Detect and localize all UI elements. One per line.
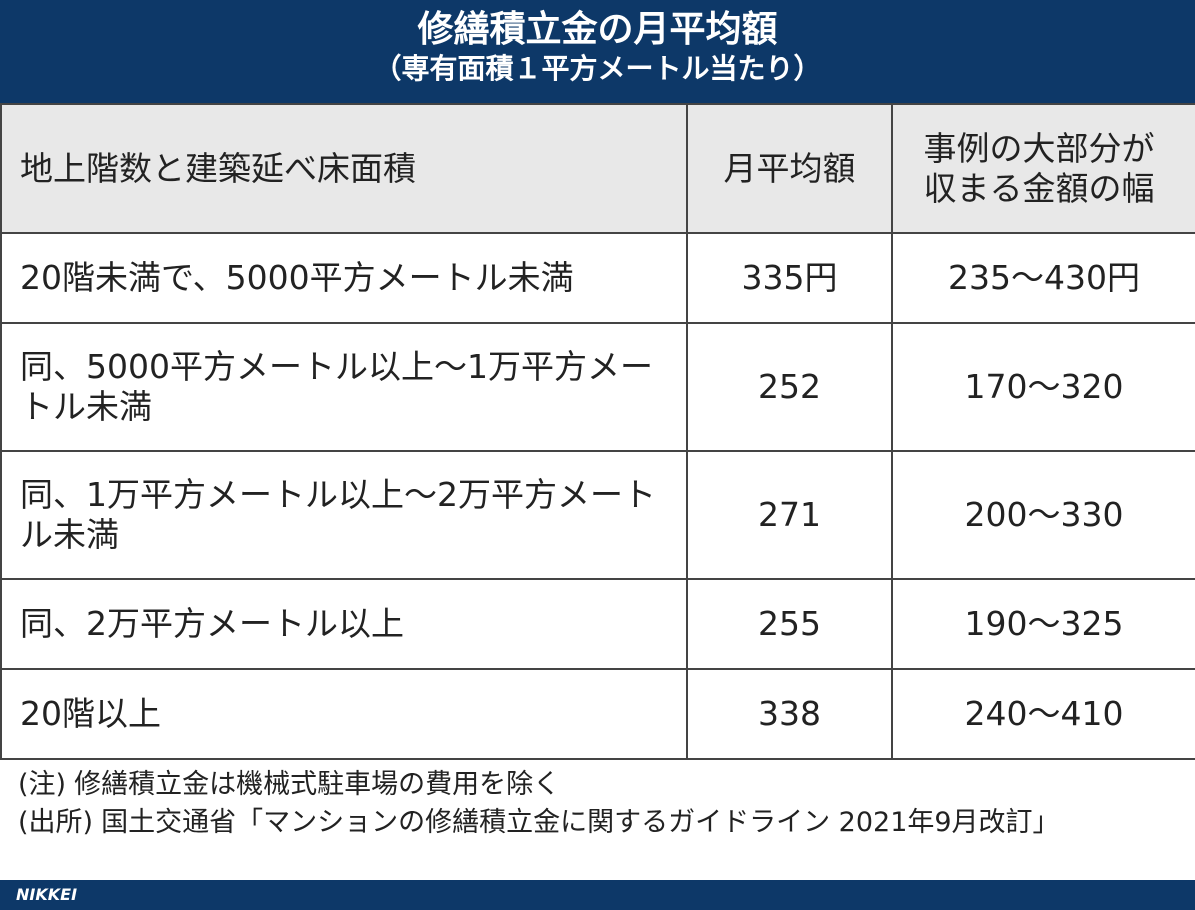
column-header-text: 月平均額 (723, 148, 856, 188)
header-row: 地上階数と建築延べ床面積 月平均額 事例の大部分が収まる金額の幅 (0, 103, 1195, 234)
table-cell: 252 (686, 322, 893, 452)
note-label: (出所) (18, 807, 94, 838)
column-header: 地上階数と建築延べ床面積 (0, 103, 688, 234)
table-cell: 190～325 (891, 578, 1195, 670)
footer: NIKKEI (0, 880, 1195, 910)
table-row: 同、5000平方メートル以上～1万平方メートル未満 252 170～320 (0, 322, 1195, 452)
note-text: 修繕積立金は機械式駐車場の費用を除く (74, 769, 561, 800)
table-cell: 同、5000平方メートル以上～1万平方メートル未満 (0, 322, 688, 452)
table-row: 20階以上 338 240～410 (0, 668, 1195, 760)
table-cell: 338 (686, 668, 893, 760)
header: 修繕積立金の月平均額 （専有面積１平方メートル当たり） (0, 0, 1195, 103)
column-header-text: 地上階数と建築延べ床面積 (20, 148, 416, 188)
column-header: 月平均額 (686, 103, 893, 234)
notes: (注) 修繕積立金は機械式駐車場の費用を除く (出所) 国土交通省「マンションの修繕積… (18, 766, 1183, 842)
title: 修繕積立金の月平均額 (417, 9, 778, 50)
table-row: 20階未満で、5000平方メートル未満 335円 235～430円 (0, 232, 1195, 324)
table-cell: 200～330 (891, 450, 1195, 580)
note-label: (注) (18, 769, 67, 800)
table-cell: 255 (686, 578, 893, 670)
table: 地上階数と建築延べ床面積 月平均額 事例の大部分が収まる金額の幅 20階未満で、500… (0, 103, 1195, 760)
table-cell: 20階未満で、5000平方メートル未満 (0, 232, 688, 324)
table-row: 同、1万平方メートル以上～2万平方メートル未満 271 200～330 (0, 450, 1195, 580)
note-text: 国土交通省「マンションの修繕積立金に関するガイドライン 2021年9月改訂」 (101, 807, 1060, 838)
table-cell: 335円 (686, 232, 893, 324)
table-cell: 271 (686, 450, 893, 580)
table-cell: 同、1万平方メートル以上～2万平方メートル未満 (0, 450, 688, 580)
table-cell: 20階以上 (0, 668, 688, 760)
column-header: 事例の大部分が収まる金額の幅 (891, 103, 1195, 234)
note: (注) 修繕積立金は機械式駐車場の費用を除く (18, 766, 1183, 804)
table-cell: 170～320 (891, 322, 1195, 452)
brand: NIKKEI (16, 885, 78, 904)
table-cell: 同、2万平方メートル以上 (0, 578, 688, 670)
note: (出所) 国土交通省「マンションの修繕積立金に関するガイドライン 2021年9月改… (18, 804, 1183, 842)
table-cell: 235～430円 (891, 232, 1195, 324)
column-header-text: 事例の大部分が収まる金額の幅 (923, 128, 1155, 208)
subtitle: （専有面積１平方メートル当たり） (373, 52, 822, 85)
table-row: 同、2万平方メートル以上 255 190～325 (0, 578, 1195, 670)
table-cell: 240～410 (891, 668, 1195, 760)
